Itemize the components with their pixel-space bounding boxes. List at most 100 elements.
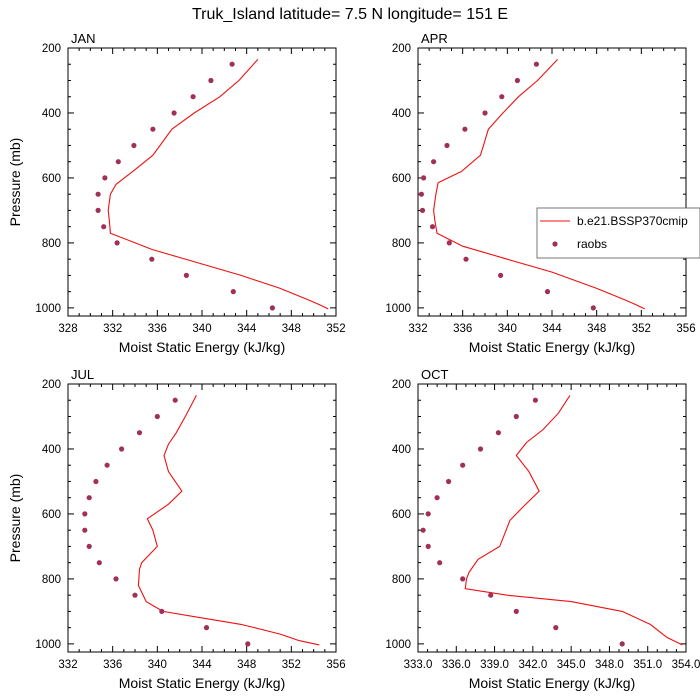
jan-raobs-point [101, 224, 107, 230]
apr-xtick-label: 336 [453, 323, 472, 335]
oct-raobs-point [553, 625, 559, 631]
oct-raobs-point [425, 543, 431, 550]
panel-apr: 332 336 340 344 348 352 356 200 400 600 800 1000 APR… [385, 31, 700, 355]
oct-raobs-point [532, 397, 539, 403]
jan-plot-frame [67, 47, 337, 317]
oct-xtick-label: 348.0 [595, 659, 624, 671]
oct-raobs-point [513, 608, 519, 615]
oct-xtick-label: 345.0 [557, 659, 586, 671]
apr-xaxis-label: Moist Static Energy (kJ/kg) [469, 339, 636, 355]
jul-xtick-label: 348 [237, 659, 256, 671]
apr-panel-title: APR [421, 31, 448, 46]
jul-xtick-label: 352 [282, 659, 301, 671]
apr-raobs-point [444, 142, 450, 149]
oct-raobs-point [460, 576, 466, 582]
jul-xtick-label: 344 [192, 659, 212, 671]
oct-ytick-label: 600 [392, 509, 411, 521]
jan-xtick-label: 328 [58, 323, 77, 335]
jul-raobs-point [86, 543, 92, 550]
jan-yaxis-label: Pressure (mb) [7, 138, 23, 227]
jan-panel-title: JAN [71, 31, 96, 46]
jul-ytick-label: 400 [42, 444, 61, 456]
apr-xtick-label: 332 [408, 323, 427, 335]
jan-raobs-point [229, 61, 235, 67]
jul-xtick-label: 356 [326, 659, 345, 671]
jul-raobs-point [203, 625, 210, 631]
legend-raobs-label: raobs [577, 237, 607, 251]
apr-model-line [433, 59, 645, 310]
apr-raobs-point [463, 256, 469, 262]
jul-xtick-label: 332 [58, 659, 77, 671]
apr-raobs-point [498, 272, 504, 278]
apr-raobs-point [514, 77, 521, 84]
oct-xtick-label: 354.0 [672, 659, 700, 671]
oct-model-line [464, 395, 683, 646]
jul-plot-frame [67, 383, 337, 653]
apr-ytick-label: 1000 [385, 303, 411, 315]
jan-raobs-point [150, 126, 156, 132]
jan-xtick-label: 332 [103, 323, 122, 335]
jul-raobs-point [154, 413, 160, 420]
apr-ytick-label: 600 [392, 173, 411, 185]
apr-raobs-point [533, 61, 540, 67]
jan-ytick-label: 600 [42, 173, 61, 185]
apr-raobs-point [544, 289, 551, 295]
jan-raobs-point [95, 191, 101, 197]
jul-panel-title: JUL [71, 367, 94, 382]
apr-ytick-label: 200 [392, 43, 411, 55]
oct-xtick-label: 339.0 [480, 659, 509, 671]
jul-raobs-point [132, 592, 138, 598]
jan-ytick-label: 1000 [35, 303, 61, 315]
legend-model-label: b.e21.BSSP370cmip [577, 214, 688, 228]
apr-xtick-label: 356 [676, 323, 695, 335]
jan-model-line [107, 59, 329, 310]
jan-xaxis-label: Moist Static Energy (kJ/kg) [119, 339, 286, 355]
apr-raobs-point [590, 305, 596, 311]
jan-xtick-label: 344 [237, 323, 257, 335]
jul-ytick-label: 600 [42, 509, 61, 521]
oct-raobs-point [495, 430, 501, 436]
jul-ytick-label: 200 [42, 379, 61, 391]
jan-raobs-point [190, 94, 196, 100]
apr-raobs-point [446, 240, 452, 246]
apr-raobs-point [482, 110, 488, 116]
jul-raobs-point [93, 478, 99, 485]
apr-raobs-point [419, 207, 426, 213]
apr-plot-frame [417, 47, 687, 317]
legend-raobs-swatch [552, 241, 558, 247]
legend-box [536, 207, 700, 259]
jul-raobs-point [113, 576, 119, 582]
jul-model-line [137, 395, 320, 646]
figure-title: Truk_Island latitude= 7.5 N longitude= 1… [192, 6, 508, 23]
jan-raobs-point [230, 289, 236, 295]
jan-xtick-label: 336 [148, 323, 167, 335]
apr-xtick-label: 344 [542, 323, 562, 335]
jul-raobs-point [104, 462, 110, 468]
jan-raobs-point [183, 272, 189, 278]
oct-xtick-label: 333.0 [404, 659, 433, 671]
apr-raobs-point [421, 175, 427, 181]
jul-yaxis-label: Pressure (mb) [7, 474, 23, 563]
jul-raobs-point [159, 608, 165, 615]
jul-raobs-point [96, 560, 102, 566]
jul-xtick-label: 336 [103, 659, 122, 671]
jul-raobs-point [82, 527, 88, 533]
oct-raobs-point [434, 495, 440, 501]
oct-ytick-label: 400 [392, 444, 411, 456]
oct-panel-title: OCT [421, 367, 449, 382]
oct-xaxis-label: Moist Static Energy (kJ/kg) [469, 675, 636, 691]
jul-ytick-label: 1000 [35, 639, 61, 651]
jul-raobs-point [86, 495, 92, 501]
apr-raobs-point [499, 94, 505, 100]
oct-raobs-point [446, 478, 452, 485]
apr-ytick-label: 800 [392, 238, 411, 250]
jul-raobs-point [245, 641, 251, 647]
jul-raobs-point [119, 446, 125, 452]
apr-raobs-point [418, 191, 424, 197]
oct-raobs-point [437, 560, 443, 566]
oct-ytick-label: 1000 [385, 639, 411, 651]
jan-raobs-point [115, 159, 121, 165]
apr-raobs-point [462, 126, 468, 132]
jan-raobs-point [114, 240, 120, 246]
